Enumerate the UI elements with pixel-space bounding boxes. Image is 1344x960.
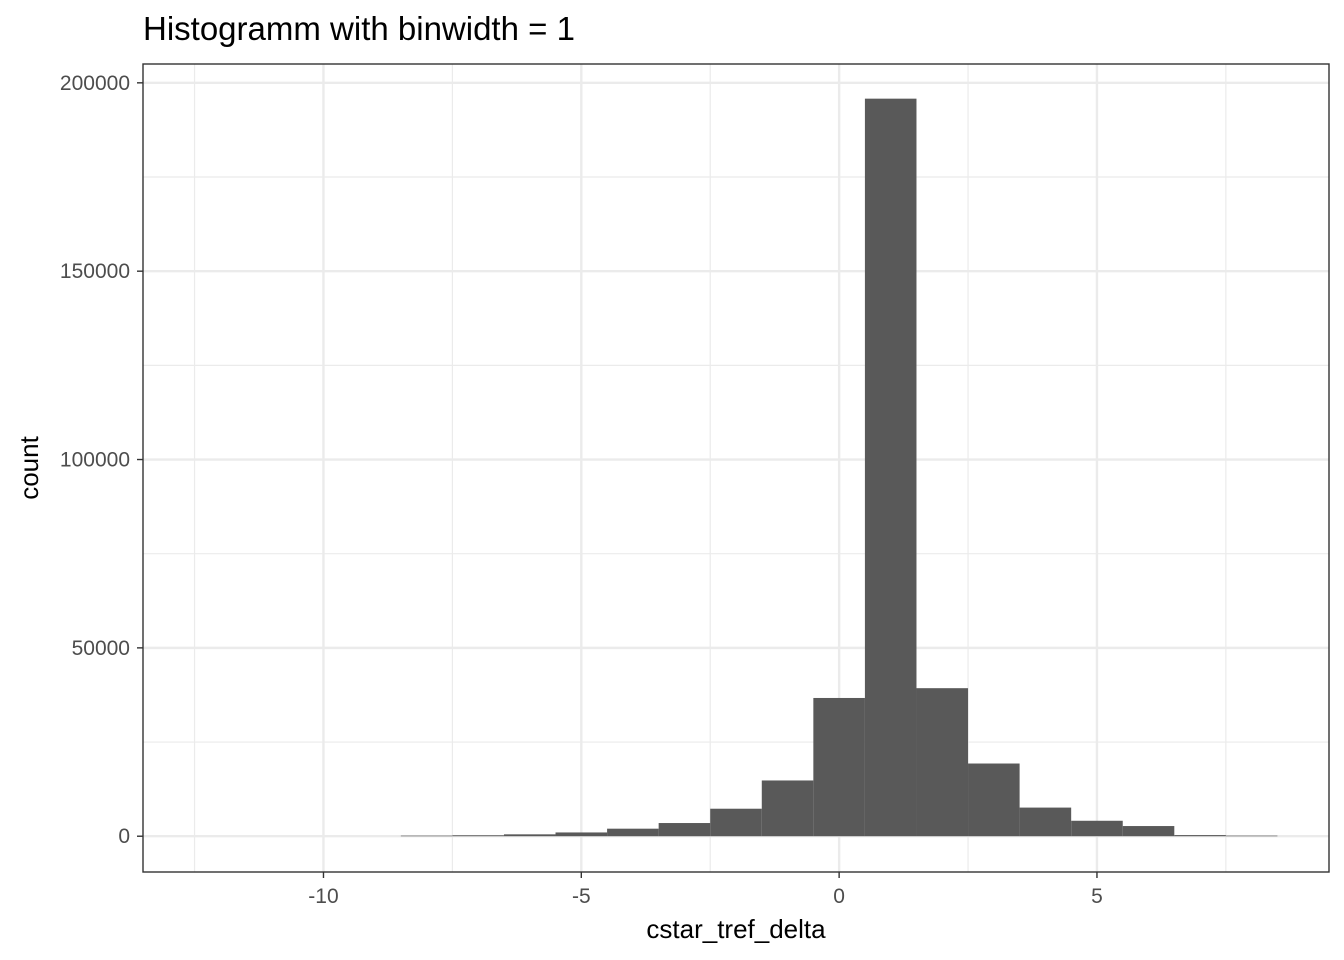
histogram-bar [503, 834, 556, 837]
histogram-bar [400, 835, 453, 837]
x-tick-label: 5 [1091, 885, 1103, 908]
plot-panel [142, 63, 1330, 873]
histogram-bar [1174, 835, 1226, 837]
grid-minor [143, 64, 1329, 872]
histogram-bar [916, 688, 969, 837]
panel-background [143, 64, 1329, 872]
histogram-bar [1071, 820, 1123, 837]
histogram-bar [1225, 835, 1278, 837]
histogram-bar [555, 832, 608, 837]
histogram-bar [1019, 807, 1072, 837]
histogram-bar [452, 835, 504, 837]
histogram-bar [658, 823, 711, 837]
histogram-bar [710, 808, 762, 837]
y-axis-title: count [14, 435, 44, 499]
x-axis-title: cstar_tref_delta [646, 914, 826, 944]
panel-border [142, 63, 1330, 873]
histogram-bar [813, 697, 865, 837]
y-axis: 0 50000 100000 150000 200000 [60, 72, 143, 848]
y-tick-label: 50000 [72, 637, 130, 660]
y-tick-label: 100000 [60, 449, 130, 472]
y-tick-label: 200000 [60, 72, 130, 95]
histogram-bar [968, 763, 1020, 837]
x-axis: -10 -5 0 5 [308, 872, 1103, 908]
histogram-bars [400, 98, 1278, 837]
histogram-bar [864, 98, 917, 837]
y-tick-label: 0 [118, 825, 130, 848]
y-tick-label: 150000 [60, 260, 130, 283]
histogram-bar [761, 780, 814, 837]
histogram-bar [607, 828, 659, 837]
x-tick-label: -5 [572, 885, 591, 908]
chart-title: Histogramm with binwidth = 1 [143, 10, 575, 47]
histogram-bar [1122, 826, 1175, 837]
x-tick-label: -10 [308, 885, 338, 908]
x-tick-label: 0 [833, 885, 845, 908]
